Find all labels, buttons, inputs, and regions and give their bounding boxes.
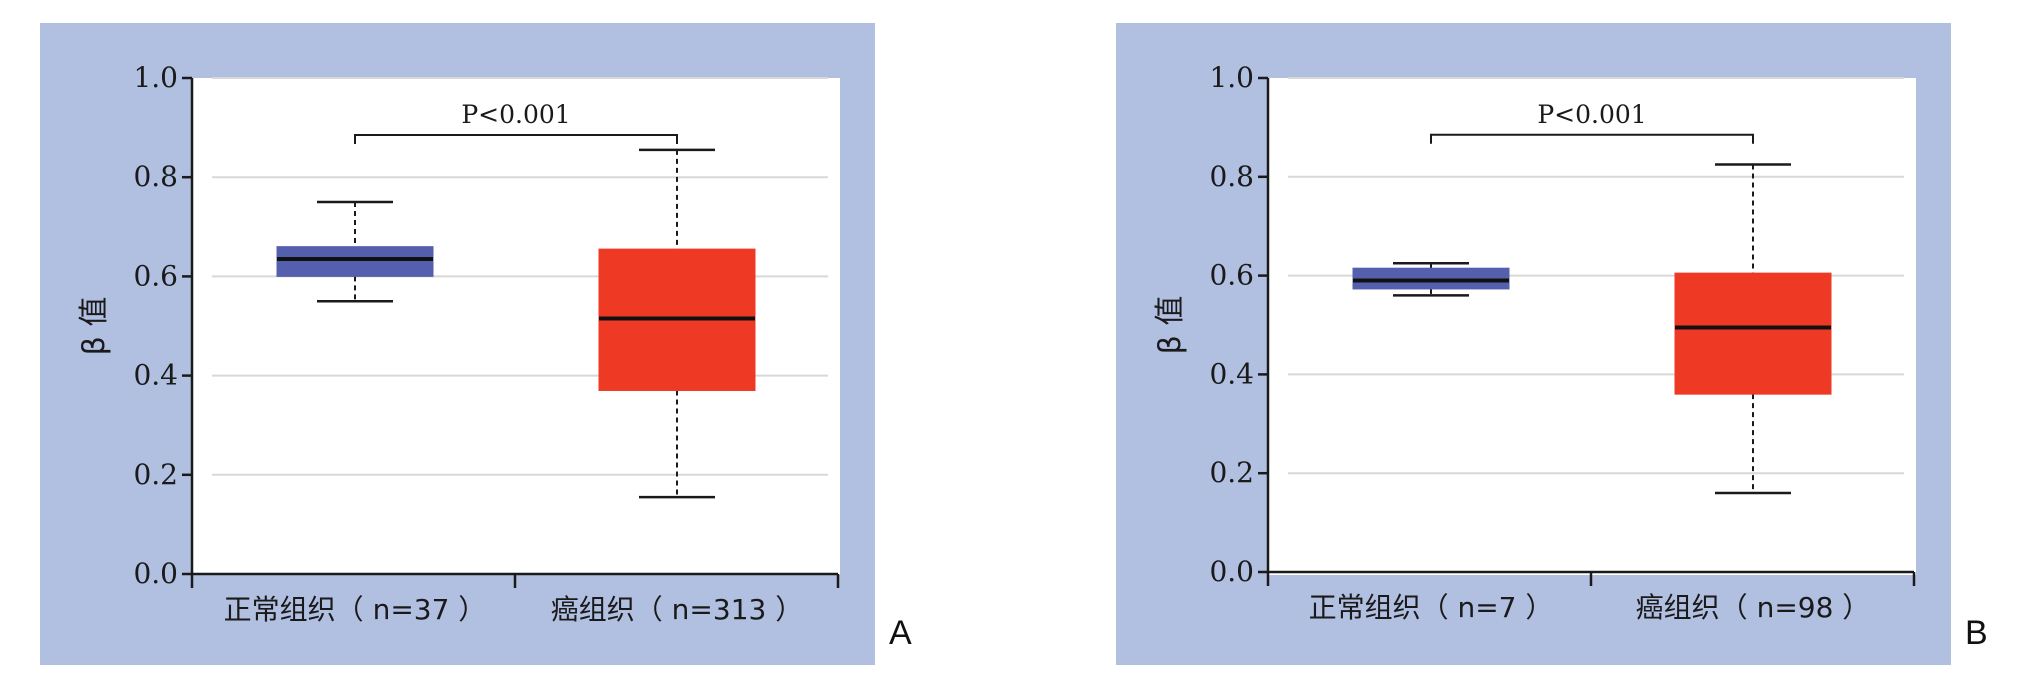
y-tick-label: 0.2	[1209, 456, 1254, 489]
panel-b-letter: B	[1965, 614, 1988, 652]
panel-b-category-label-normal: 正常组织（ n=7 ）	[1309, 591, 1554, 624]
panel-b-y-ticks: 0.0 0.2 0.4 0.6 0.8 1.0	[1209, 61, 1268, 588]
significance-bracket-line	[354, 134, 678, 145]
panel-a-boxes	[276, 148, 756, 499]
panel-b-boxes	[1352, 163, 1832, 495]
significance-bracket-line	[1430, 133, 1754, 144]
y-tick-label: 1.0	[1209, 61, 1254, 94]
y-tick-label: 0.0	[133, 557, 178, 590]
y-tick-label: 0.8	[133, 160, 178, 193]
panel-b-y-axis-label: β 值	[1153, 296, 1188, 355]
panel-a-significance-bracket: P<0.001	[354, 100, 678, 145]
panel-b-axes	[1266, 78, 1916, 586]
y-tick-label: 0.4	[133, 359, 178, 392]
cancer-box	[1674, 272, 1832, 395]
panel-a-y-axis-label: β 值	[77, 297, 112, 356]
panel-b: 0.0 0.2 0.4 0.6 0.8 1.0 P<0.001 β 值 正常组织（ n=7…	[1116, 23, 1988, 665]
panel-b-p-value: P<0.001	[1537, 100, 1646, 129]
panel-b-significance-bracket: P<0.001	[1430, 100, 1754, 144]
y-tick-label: 0.2	[133, 458, 178, 491]
panel-a-category-label-cancer: 癌组织（ n=313 ）	[551, 593, 803, 626]
y-tick-label: 0.6	[1209, 259, 1254, 292]
panel-a-p-value: P<0.001	[461, 100, 570, 129]
panel-a: 0.0 0.2 0.4 0.6 0.8 1.0 P<0.001 β 值 正常组织（ n=3…	[40, 23, 912, 665]
panel-a-category-label-normal: 正常组织（ n=37 ）	[224, 593, 487, 626]
y-tick-label: 1.0	[133, 61, 178, 94]
normal-box	[276, 246, 434, 277]
panel-b-category-label-cancer: 癌组织（ n=98 ）	[1636, 591, 1871, 624]
y-tick-label: 0.0	[1209, 555, 1254, 588]
panel-a-axes	[190, 78, 840, 588]
panel-a-y-ticks: 0.0 0.2 0.4 0.6 0.8 1.0	[133, 61, 192, 590]
panel-a-letter: A	[889, 614, 912, 652]
y-tick-label: 0.4	[1209, 357, 1254, 390]
y-tick-label: 0.8	[1209, 160, 1254, 193]
y-tick-label: 0.6	[133, 259, 178, 292]
